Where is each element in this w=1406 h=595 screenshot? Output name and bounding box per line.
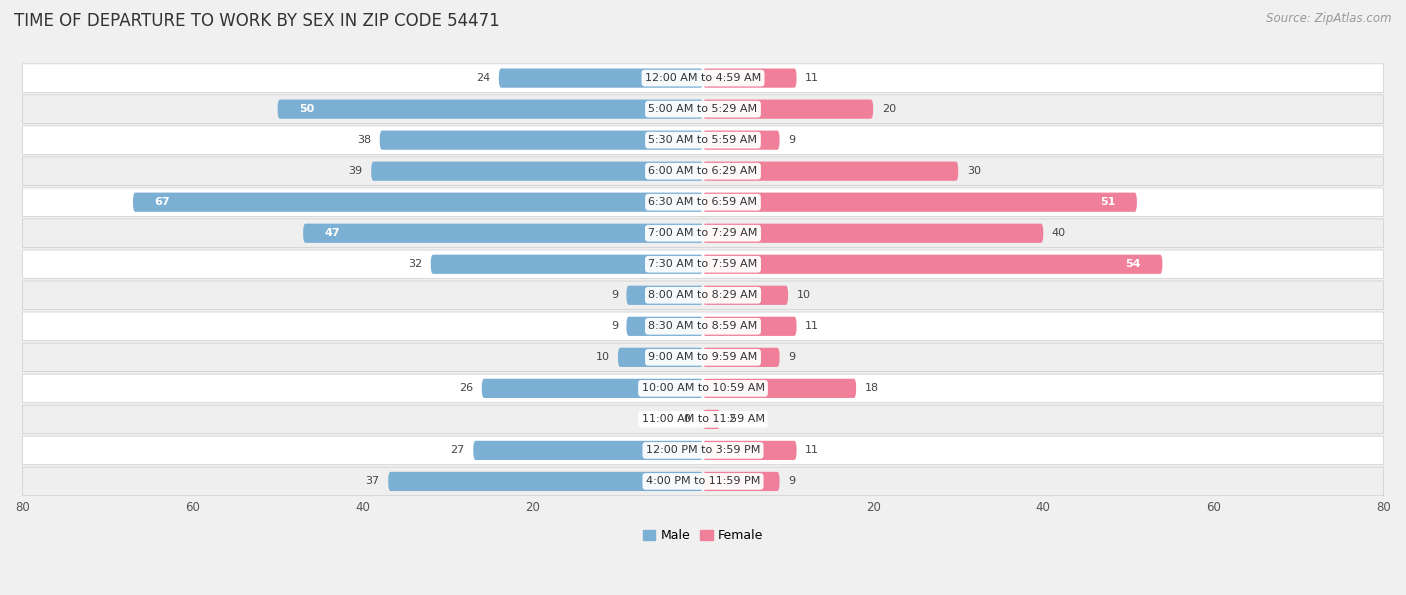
FancyBboxPatch shape [22, 312, 1384, 340]
FancyBboxPatch shape [703, 68, 797, 87]
Text: 10:00 AM to 10:59 AM: 10:00 AM to 10:59 AM [641, 383, 765, 393]
Text: 2: 2 [728, 414, 735, 424]
Text: Source: ZipAtlas.com: Source: ZipAtlas.com [1267, 12, 1392, 25]
Text: 7:30 AM to 7:59 AM: 7:30 AM to 7:59 AM [648, 259, 758, 270]
Text: 10: 10 [595, 352, 609, 362]
FancyBboxPatch shape [371, 162, 703, 181]
Text: 67: 67 [155, 197, 170, 207]
FancyBboxPatch shape [388, 472, 703, 491]
FancyBboxPatch shape [703, 379, 856, 398]
Text: 8:30 AM to 8:59 AM: 8:30 AM to 8:59 AM [648, 321, 758, 331]
FancyBboxPatch shape [22, 467, 1384, 496]
FancyBboxPatch shape [22, 126, 1384, 155]
Text: 6:30 AM to 6:59 AM: 6:30 AM to 6:59 AM [648, 197, 758, 207]
Text: 20: 20 [882, 104, 896, 114]
Text: 39: 39 [349, 166, 363, 176]
FancyBboxPatch shape [703, 472, 779, 491]
FancyBboxPatch shape [22, 436, 1384, 465]
Text: 26: 26 [460, 383, 474, 393]
FancyBboxPatch shape [22, 219, 1384, 248]
Text: 5:30 AM to 5:59 AM: 5:30 AM to 5:59 AM [648, 135, 758, 145]
Text: 7:00 AM to 7:29 AM: 7:00 AM to 7:29 AM [648, 228, 758, 238]
FancyBboxPatch shape [703, 193, 1137, 212]
FancyBboxPatch shape [703, 441, 797, 460]
Text: 37: 37 [366, 477, 380, 487]
FancyBboxPatch shape [22, 250, 1384, 278]
Text: 5:00 AM to 5:29 AM: 5:00 AM to 5:29 AM [648, 104, 758, 114]
FancyBboxPatch shape [703, 130, 779, 150]
FancyBboxPatch shape [703, 162, 959, 181]
Text: 50: 50 [299, 104, 314, 114]
Text: 9: 9 [789, 352, 796, 362]
FancyBboxPatch shape [703, 347, 779, 367]
Text: 4:00 PM to 11:59 PM: 4:00 PM to 11:59 PM [645, 477, 761, 487]
FancyBboxPatch shape [22, 374, 1384, 403]
Text: 12:00 PM to 3:59 PM: 12:00 PM to 3:59 PM [645, 446, 761, 455]
Text: 8:00 AM to 8:29 AM: 8:00 AM to 8:29 AM [648, 290, 758, 300]
FancyBboxPatch shape [474, 441, 703, 460]
Text: 24: 24 [477, 73, 491, 83]
FancyBboxPatch shape [22, 64, 1384, 92]
FancyBboxPatch shape [703, 286, 789, 305]
FancyBboxPatch shape [627, 286, 703, 305]
FancyBboxPatch shape [22, 343, 1384, 372]
Text: 9: 9 [610, 290, 617, 300]
FancyBboxPatch shape [499, 68, 703, 87]
Text: 40: 40 [1052, 228, 1066, 238]
FancyBboxPatch shape [380, 130, 703, 150]
Text: 51: 51 [1101, 197, 1115, 207]
FancyBboxPatch shape [430, 255, 703, 274]
Text: 32: 32 [408, 259, 422, 270]
Text: 9:00 AM to 9:59 AM: 9:00 AM to 9:59 AM [648, 352, 758, 362]
FancyBboxPatch shape [22, 95, 1384, 123]
Text: 11: 11 [806, 321, 820, 331]
Text: 9: 9 [789, 477, 796, 487]
FancyBboxPatch shape [703, 224, 1043, 243]
Text: 18: 18 [865, 383, 879, 393]
Text: TIME OF DEPARTURE TO WORK BY SEX IN ZIP CODE 54471: TIME OF DEPARTURE TO WORK BY SEX IN ZIP … [14, 12, 499, 30]
Text: 47: 47 [325, 228, 340, 238]
Text: 11:00 AM to 11:59 AM: 11:00 AM to 11:59 AM [641, 414, 765, 424]
FancyBboxPatch shape [703, 317, 797, 336]
FancyBboxPatch shape [22, 188, 1384, 217]
FancyBboxPatch shape [703, 255, 1163, 274]
Legend: Male, Female: Male, Female [638, 524, 768, 547]
FancyBboxPatch shape [703, 99, 873, 119]
FancyBboxPatch shape [22, 157, 1384, 186]
FancyBboxPatch shape [277, 99, 703, 119]
FancyBboxPatch shape [304, 224, 703, 243]
FancyBboxPatch shape [134, 193, 703, 212]
FancyBboxPatch shape [482, 379, 703, 398]
Text: 9: 9 [610, 321, 617, 331]
FancyBboxPatch shape [617, 347, 703, 367]
FancyBboxPatch shape [627, 317, 703, 336]
FancyBboxPatch shape [22, 281, 1384, 309]
Text: 38: 38 [357, 135, 371, 145]
FancyBboxPatch shape [703, 410, 720, 429]
FancyBboxPatch shape [22, 405, 1384, 434]
Text: 9: 9 [789, 135, 796, 145]
Text: 54: 54 [1126, 259, 1142, 270]
Text: 12:00 AM to 4:59 AM: 12:00 AM to 4:59 AM [645, 73, 761, 83]
Text: 30: 30 [967, 166, 981, 176]
Text: 10: 10 [797, 290, 811, 300]
Text: 11: 11 [806, 446, 820, 455]
Text: 27: 27 [450, 446, 465, 455]
Text: 11: 11 [806, 73, 820, 83]
Text: 0: 0 [683, 414, 690, 424]
Text: 6:00 AM to 6:29 AM: 6:00 AM to 6:29 AM [648, 166, 758, 176]
